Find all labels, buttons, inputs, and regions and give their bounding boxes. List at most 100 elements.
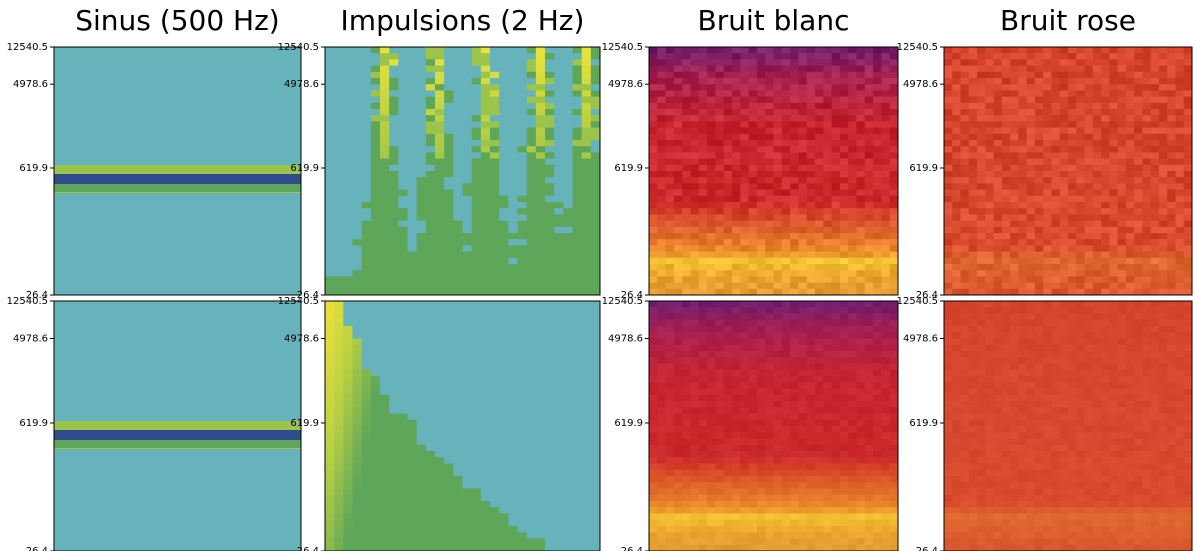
cell [425, 171, 436, 178]
cell [462, 71, 473, 79]
cell [334, 226, 344, 234]
cell [389, 102, 399, 110]
cell [517, 526, 528, 533]
cell [517, 90, 528, 98]
cell [398, 494, 408, 502]
cell [944, 177, 953, 184]
cell [1092, 276, 1102, 284]
cell [1026, 133, 1036, 141]
cell [490, 307, 500, 314]
cell [1068, 127, 1077, 135]
cell [748, 220, 758, 228]
cell [1092, 152, 1102, 160]
cell [444, 214, 454, 222]
cell [732, 53, 741, 60]
cell [361, 388, 372, 396]
cell [690, 152, 700, 160]
cell [985, 65, 995, 73]
cell [480, 171, 491, 178]
cell [398, 239, 408, 246]
cell [1001, 208, 1011, 215]
cell [435, 183, 445, 191]
cell [977, 127, 986, 135]
cell [798, 115, 808, 122]
cell [1084, 208, 1094, 215]
cell [572, 438, 583, 446]
cell [581, 121, 592, 129]
cell [572, 344, 583, 352]
cell [389, 164, 399, 172]
cell [490, 121, 500, 129]
cell [1018, 71, 1028, 79]
cell [723, 239, 733, 246]
cell [765, 158, 774, 166]
cell [790, 202, 799, 209]
cell [1076, 177, 1086, 184]
cell [1059, 90, 1069, 98]
cell [1134, 183, 1143, 191]
cell [781, 158, 791, 166]
cell [343, 301, 353, 308]
cell [370, 357, 381, 364]
cell [831, 288, 841, 296]
cell [815, 84, 824, 91]
cell [490, 251, 500, 259]
cell [517, 109, 528, 116]
cell [773, 257, 783, 265]
cell [698, 301, 708, 308]
cell [1125, 127, 1135, 135]
cell [1175, 189, 1185, 197]
cell [407, 301, 418, 308]
cell [881, 270, 891, 277]
cell [1142, 90, 1152, 98]
cell [563, 432, 573, 439]
cell [1059, 220, 1069, 228]
cell [864, 195, 874, 203]
cell [1150, 239, 1160, 246]
cell [462, 282, 473, 290]
cell [490, 482, 500, 489]
cell [380, 96, 390, 104]
cell [1150, 270, 1160, 277]
cell [773, 189, 783, 197]
cell [723, 59, 733, 67]
cell [325, 270, 335, 277]
cell [352, 115, 363, 122]
cell [952, 195, 962, 203]
cell [1167, 146, 1176, 153]
cell [732, 90, 741, 98]
cell [499, 133, 509, 141]
cell [416, 96, 427, 104]
cell [407, 233, 418, 240]
cell [1026, 239, 1036, 246]
cell [682, 90, 691, 98]
cell [839, 133, 849, 141]
cell [517, 388, 528, 396]
cell [545, 357, 555, 364]
cell [425, 257, 436, 265]
cell [1068, 288, 1077, 296]
cell [499, 432, 509, 439]
cell [657, 226, 667, 234]
cell [508, 532, 518, 539]
cell [499, 351, 509, 358]
cell [889, 65, 899, 73]
cell [1001, 288, 1011, 296]
cell [435, 53, 445, 60]
cell [707, 251, 716, 259]
cell [815, 47, 824, 54]
cell [1167, 59, 1176, 67]
cell [1158, 65, 1168, 73]
cell [723, 319, 733, 327]
cell [545, 195, 555, 203]
cell [1010, 140, 1019, 147]
cell [673, 220, 683, 228]
cell [873, 189, 882, 197]
cell [968, 171, 978, 178]
cell [554, 264, 564, 271]
cell [889, 171, 899, 178]
cell [334, 183, 344, 191]
cell [535, 376, 546, 383]
cell [873, 288, 882, 296]
cell [1109, 71, 1119, 79]
